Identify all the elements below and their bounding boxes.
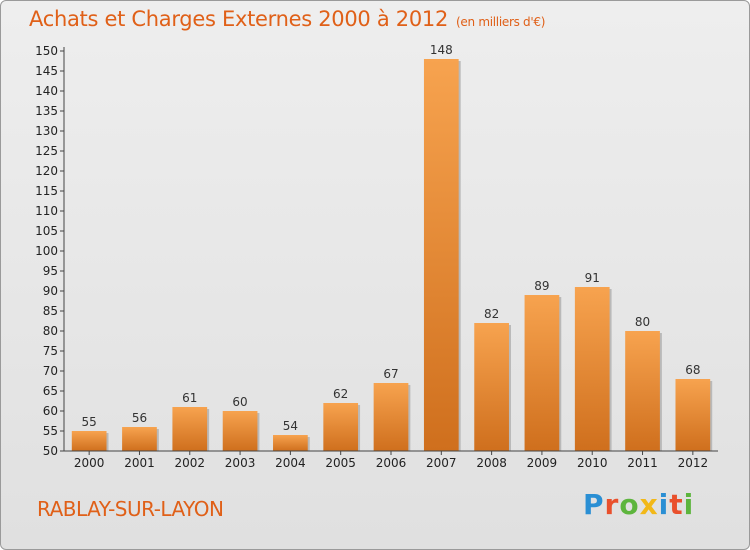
logo-letter: o [619, 488, 640, 521]
logo-letter: i [658, 488, 670, 521]
chart-unit: (en milliers d'€) [456, 15, 546, 29]
bar-value-label: 60 [232, 395, 247, 409]
logo-letter: P [583, 488, 605, 521]
y-tick-label: 60 [43, 404, 58, 418]
bar [71, 431, 107, 451]
y-axis: 50 55 60 65 70 75 80 85 90 95 100 105 110 115 120 125 13… [35, 44, 65, 458]
bar-value-label: 148 [430, 43, 453, 57]
y-tick-label: 110 [35, 204, 58, 218]
y-tick-label: 90 [43, 284, 58, 298]
x-axis: 2000 2001 2002 2003 2004 2005 2006 2007 2008 2009… [64, 450, 718, 470]
y-tick-label: 55 [43, 424, 58, 438]
x-tick-label: 2001 [124, 456, 155, 470]
y-tick-label: 150 [35, 44, 58, 58]
x-tick-label: 2002 [174, 456, 205, 470]
y-tick-label: 85 [43, 304, 58, 318]
x-tick-label: 2008 [476, 456, 507, 470]
bar [625, 331, 660, 451]
bar-value-label: 62 [333, 387, 348, 401]
commune-name: RABLAY-SUR-LAYON [37, 497, 224, 521]
bar-value-label: 91 [585, 271, 600, 285]
bar [273, 435, 308, 451]
x-tick-label: 2009 [527, 456, 558, 470]
y-tick-label: 120 [35, 164, 58, 178]
bar [574, 287, 610, 451]
x-tick-label: 2003 [225, 456, 256, 470]
y-tick-label: 50 [43, 444, 58, 458]
logo-letter: r [604, 488, 620, 521]
bar-value-label: 67 [383, 367, 398, 381]
x-tick-label: 2007 [426, 456, 457, 470]
y-tick-label: 115 [35, 184, 58, 198]
bar-value-label: 55 [82, 415, 97, 429]
bar [373, 383, 409, 451]
bar-value-label: 61 [182, 391, 197, 405]
x-tick-label: 2006 [376, 456, 407, 470]
x-tick-label: 2005 [325, 456, 356, 470]
proxiti-logo: Proxiti [583, 488, 694, 521]
y-tick-label: 70 [43, 364, 58, 378]
bar [122, 427, 157, 451]
bar-value-label: 56 [132, 411, 147, 425]
bar [323, 403, 359, 451]
bar [423, 59, 459, 451]
y-tick-label: 65 [43, 384, 58, 398]
y-tick-label: 100 [35, 244, 58, 258]
x-tick-label: 2000 [74, 456, 105, 470]
y-tick-label: 135 [35, 104, 58, 118]
bars: 55 56 61 60 54 62 67 148 82 89 91 80 68 [71, 43, 713, 451]
logo-letter: i [683, 488, 695, 521]
y-tick-label: 125 [35, 144, 58, 158]
bar-value-label: 80 [635, 315, 650, 329]
bar-value-label: 68 [685, 363, 700, 377]
logo-letter: x [639, 488, 659, 521]
bar-value-label: 82 [484, 307, 499, 321]
bar [474, 323, 509, 451]
y-tick-label: 140 [35, 84, 58, 98]
y-tick-label: 75 [43, 344, 58, 358]
bar-value-label: 89 [534, 279, 549, 293]
bar [524, 295, 560, 451]
chart-title-text: Achats et Charges Externes 2000 à 2012 [29, 7, 449, 31]
logo-letter: t [669, 488, 684, 521]
y-tick-label: 80 [43, 324, 58, 338]
bar [222, 411, 258, 451]
y-tick-label: 105 [35, 224, 58, 238]
chart-title: Achats et Charges Externes 2000 à 2012 (e… [29, 7, 545, 31]
x-tick-label: 2011 [627, 456, 658, 470]
bar [172, 407, 208, 451]
bar-value-label: 54 [283, 419, 298, 433]
bar [675, 379, 711, 451]
x-tick-label: 2012 [678, 456, 709, 470]
y-tick-label: 130 [35, 124, 58, 138]
y-tick-label: 95 [43, 264, 58, 278]
x-tick-label: 2004 [275, 456, 306, 470]
x-tick-label: 2010 [577, 456, 608, 470]
y-tick-label: 145 [35, 64, 58, 78]
